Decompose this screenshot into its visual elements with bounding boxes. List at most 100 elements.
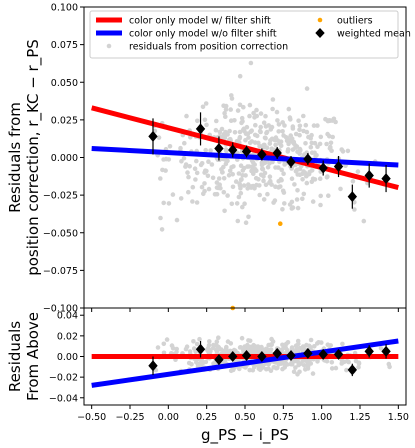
- residual-point: [222, 208, 227, 214]
- residual-point: [204, 122, 209, 128]
- residual-point: [245, 131, 251, 136]
- residual-point: [225, 193, 230, 198]
- residual-point: [356, 365, 361, 370]
- residual-point: [201, 191, 206, 197]
- x-axis-title: g_PS − i_PS: [201, 426, 289, 445]
- top-weighted-means: [148, 112, 391, 209]
- residual-point: [216, 176, 222, 181]
- residual-point: [236, 194, 242, 200]
- residual-point: [235, 108, 241, 113]
- residual-point: [329, 360, 335, 365]
- residual-point: [247, 140, 253, 146]
- residual-point: [324, 358, 330, 364]
- residual-point: [178, 196, 184, 201]
- residual-point: [183, 162, 189, 167]
- residual-point: [270, 106, 275, 112]
- residual-point: [314, 153, 319, 158]
- residual-point: [235, 218, 241, 224]
- residual-point: [303, 122, 309, 128]
- residual-point: [277, 141, 282, 146]
- weighted-mean-marker: [272, 347, 282, 359]
- residual-point: [302, 170, 308, 175]
- residual-point: [238, 190, 244, 196]
- residual-point: [309, 168, 315, 173]
- residual-point: [216, 335, 221, 341]
- residual-point: [245, 342, 250, 348]
- residual-point: [361, 218, 367, 224]
- residual-point: [242, 201, 247, 206]
- residual-point: [194, 158, 199, 164]
- weighted-mean-marker: [195, 123, 206, 135]
- residual-point: [300, 348, 306, 353]
- residual-point: [246, 135, 251, 140]
- residual-point: [295, 338, 301, 344]
- residual-point: [199, 184, 205, 190]
- residual-point: [226, 173, 232, 178]
- residual-point: [218, 185, 223, 191]
- residual-point: [241, 104, 246, 110]
- residual-point: [261, 142, 267, 148]
- residual-point: [261, 178, 266, 184]
- residual-point: [328, 144, 333, 150]
- weighted-mean-marker: [318, 162, 328, 174]
- weighted-mean-marker: [286, 349, 296, 361]
- top-outliers: [230, 221, 283, 311]
- residual-point: [304, 342, 309, 348]
- residual-point: [267, 180, 272, 186]
- residual-point: [325, 131, 330, 137]
- weighted-mean-marker: [303, 347, 313, 359]
- residual-point: [214, 180, 220, 185]
- residual-point: [297, 127, 302, 133]
- residual-point: [290, 140, 296, 145]
- residual-point: [198, 162, 204, 168]
- residual-point: [200, 104, 206, 110]
- residual-point: [315, 144, 320, 149]
- top-x-ticks: [91, 308, 399, 312]
- residual-point: [263, 113, 268, 119]
- weighted-mean-marker: [148, 130, 158, 142]
- x-tick-label: −0.50: [77, 412, 106, 423]
- weighted-mean-marker: [286, 156, 296, 168]
- residual-point: [312, 140, 318, 146]
- residual-point: [221, 132, 226, 137]
- residual-point: [303, 358, 308, 363]
- bottom-y-axis-title: ResidualsFrom Above: [6, 312, 42, 401]
- residual-point: [296, 118, 301, 123]
- residual-point: [211, 361, 216, 366]
- residual-point: [270, 159, 275, 165]
- residual-point: [194, 200, 200, 205]
- bottom-x-axis: −0.50 −0.25 0.00 0.25 0.50 0.75 1.00 1.25 1.50: [77, 405, 409, 423]
- residual-point: [223, 157, 228, 162]
- weighted-mean-marker: [257, 351, 267, 362]
- residual-point: [263, 182, 269, 188]
- weighted-mean-marker: [318, 348, 328, 360]
- residual-point: [206, 159, 211, 164]
- residual-point: [247, 102, 253, 108]
- residual-point: [293, 365, 298, 370]
- weighted-mean-marker: [272, 147, 282, 159]
- residual-point: [161, 200, 166, 206]
- residual-point: [312, 344, 317, 349]
- weighted-mean-marker: [195, 343, 206, 355]
- residual-point: [252, 115, 257, 120]
- residual-point: [229, 96, 235, 101]
- residual-point: [286, 141, 291, 147]
- residual-point: [178, 145, 183, 151]
- residual-point: [306, 171, 312, 177]
- model-line-with-filter-shift: [91, 105, 399, 191]
- x-tick-label: 0.00: [158, 412, 179, 423]
- residual-point: [281, 171, 286, 176]
- residual-point: [268, 138, 273, 143]
- residual-point: [276, 122, 282, 127]
- weighted-mean-marker: [148, 360, 158, 372]
- residual-point: [223, 103, 229, 109]
- weighted-mean-marker: [347, 191, 358, 203]
- residual-point: [240, 204, 245, 210]
- residual-point: [194, 341, 200, 347]
- residual-point: [258, 111, 264, 116]
- residual-point: [324, 175, 330, 180]
- residual-point: [356, 361, 362, 366]
- residual-point: [203, 147, 208, 153]
- residual-point: [161, 341, 167, 347]
